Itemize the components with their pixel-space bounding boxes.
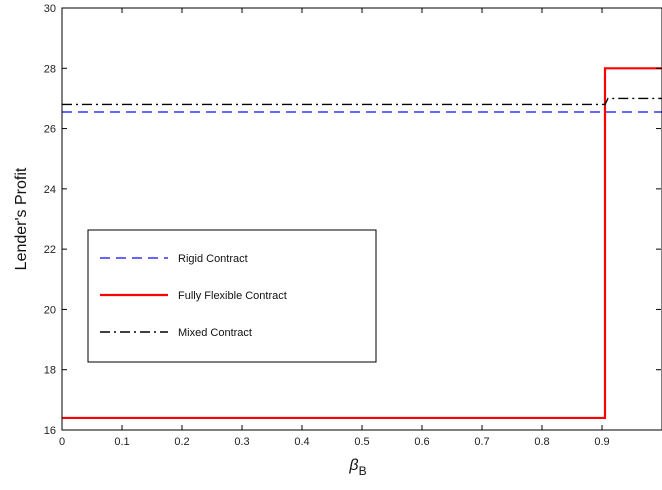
x-axis-label-symbol: β xyxy=(348,457,358,474)
x-axis-label-subscript: B xyxy=(359,464,367,478)
x-tick-label: 0.1 xyxy=(114,436,129,448)
y-tick-label: 28 xyxy=(44,63,56,75)
legend-label-0: Rigid Contract xyxy=(178,253,248,265)
x-tick-label: 0.8 xyxy=(534,436,549,448)
y-tick-label: 22 xyxy=(44,244,56,256)
legend-label-2: Mixed Contract xyxy=(178,327,252,339)
series-line-2 xyxy=(62,97,662,106)
y-tick-label: 30 xyxy=(44,3,56,15)
x-tick-label: 0.6 xyxy=(414,436,429,448)
plot-area-frame xyxy=(61,7,662,431)
x-tick-label: 0.9 xyxy=(594,436,609,448)
y-axis-label: Lender's Profit xyxy=(13,167,30,270)
x-tick-label: 0.4 xyxy=(294,436,309,448)
y-tick-label: 24 xyxy=(44,184,56,196)
legend: Rigid Contract Fully Flexible Contract Mix… xyxy=(87,229,377,363)
y-tick-label: 16 xyxy=(44,425,56,437)
series-layer xyxy=(62,67,662,420)
x-tick-label: 0 xyxy=(59,436,65,448)
x-tick-label: 0.7 xyxy=(474,436,489,448)
y-tick-label: 26 xyxy=(44,124,56,136)
ticks-layer: 0 0.1 0.2 0.3 0.4 0.5 0.6 0.7 0.8 0.9 16 18 20 22 24 26… xyxy=(44,3,661,448)
legend-label-1: Fully Flexible Contract xyxy=(178,290,287,302)
y-tick-label: 18 xyxy=(44,365,56,377)
x-tick-label: 0.3 xyxy=(234,436,249,448)
x-axis-label: βB xyxy=(348,457,366,478)
y-tick-label: 20 xyxy=(44,304,56,316)
x-tick-label: 0.2 xyxy=(174,436,189,448)
x-tick-label: 0.5 xyxy=(354,436,369,448)
series-line-1 xyxy=(62,67,662,420)
